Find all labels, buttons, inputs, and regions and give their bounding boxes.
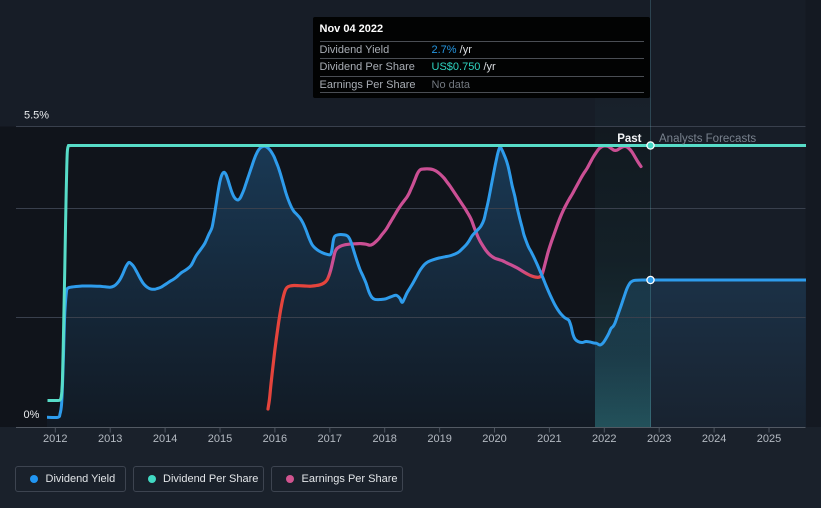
svg-text:2014: 2014 [153,433,177,445]
svg-text:2013: 2013 [98,433,122,445]
svg-text:2012: 2012 [43,433,67,445]
svg-text:Analysts Forecasts: Analysts Forecasts [659,133,756,145]
svg-text:2023: 2023 [647,433,671,445]
svg-text:2015: 2015 [208,433,232,445]
svg-text:2017: 2017 [318,433,342,445]
svg-text:2022: 2022 [592,433,616,445]
svg-text:Past: Past [617,133,641,145]
svg-text:2019: 2019 [427,433,451,445]
svg-text:2021: 2021 [537,433,561,445]
svg-text:2025: 2025 [757,433,781,445]
svg-text:2016: 2016 [263,433,287,445]
svg-text:2024: 2024 [702,433,726,445]
svg-text:2020: 2020 [482,433,506,445]
svg-text:0%: 0% [24,409,40,421]
svg-text:5.5%: 5.5% [24,110,49,122]
svg-text:2018: 2018 [372,433,396,445]
